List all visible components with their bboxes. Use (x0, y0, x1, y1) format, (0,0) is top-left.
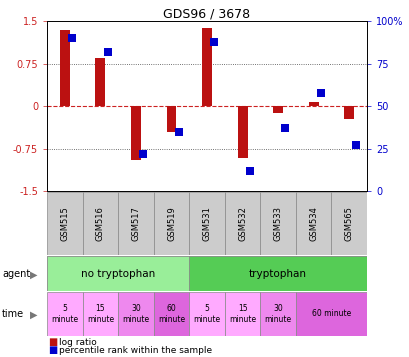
Bar (260, 292, 295, 336)
Bar (344, 106, 353, 119)
Text: GSM516: GSM516 (96, 206, 105, 241)
Text: 5
minute: 5 minute (193, 304, 220, 323)
Bar (47, 292, 83, 336)
Point (317, 90, 323, 96)
Bar (47, 256, 189, 291)
Title: GDS96 / 3678: GDS96 / 3678 (163, 7, 250, 20)
Bar (189, 256, 366, 291)
Text: GSM531: GSM531 (202, 206, 211, 241)
Text: percentile rank within the sample: percentile rank within the sample (59, 346, 212, 355)
Text: tryptophan: tryptophan (249, 268, 306, 279)
Text: 30
minute: 30 minute (122, 304, 149, 323)
Text: ■: ■ (48, 345, 58, 355)
Point (175, 129, 182, 135)
Text: GSM532: GSM532 (238, 206, 247, 241)
Bar (330, 192, 366, 255)
Text: agent: agent (2, 268, 30, 279)
Bar (189, 192, 224, 255)
Bar (95, 58, 105, 106)
Text: GSM533: GSM533 (273, 206, 282, 241)
Point (69, 36, 75, 41)
Text: ▶: ▶ (30, 270, 37, 280)
Point (139, 151, 146, 156)
Bar (118, 192, 153, 255)
Bar (47, 192, 83, 255)
Point (246, 168, 252, 174)
Point (281, 125, 288, 131)
Text: log ratio: log ratio (59, 338, 97, 347)
Bar (153, 292, 189, 336)
Text: GSM534: GSM534 (308, 206, 317, 241)
Text: 30
minute: 30 minute (264, 304, 291, 323)
Bar (60, 30, 70, 106)
Bar (83, 192, 118, 255)
Text: GSM517: GSM517 (131, 206, 140, 241)
Text: ■: ■ (48, 337, 58, 347)
Text: 15
minute: 15 minute (229, 304, 256, 323)
Bar (308, 102, 318, 106)
Bar (202, 28, 211, 106)
Text: 60
minute: 60 minute (157, 304, 184, 323)
Text: GSM519: GSM519 (166, 206, 175, 241)
Text: ▶: ▶ (30, 310, 37, 320)
Text: GSM565: GSM565 (344, 206, 353, 241)
Bar (260, 192, 295, 255)
Bar (224, 292, 260, 336)
Bar (189, 292, 224, 336)
Bar (153, 192, 189, 255)
Bar (224, 192, 260, 255)
Point (210, 39, 217, 45)
Bar (131, 106, 141, 160)
Bar (166, 106, 176, 132)
Text: GSM515: GSM515 (60, 206, 69, 241)
Bar (295, 192, 330, 255)
Point (104, 49, 110, 55)
Text: time: time (2, 309, 24, 319)
Text: 60 minute: 60 minute (311, 309, 350, 318)
Bar (118, 292, 153, 336)
Bar (272, 106, 282, 113)
Bar (295, 292, 366, 336)
Bar (83, 292, 118, 336)
Text: 15
minute: 15 minute (87, 304, 114, 323)
Text: 5
minute: 5 minute (51, 304, 78, 323)
Bar (237, 106, 247, 158)
Point (352, 142, 359, 148)
Text: no tryptophan: no tryptophan (81, 268, 155, 279)
